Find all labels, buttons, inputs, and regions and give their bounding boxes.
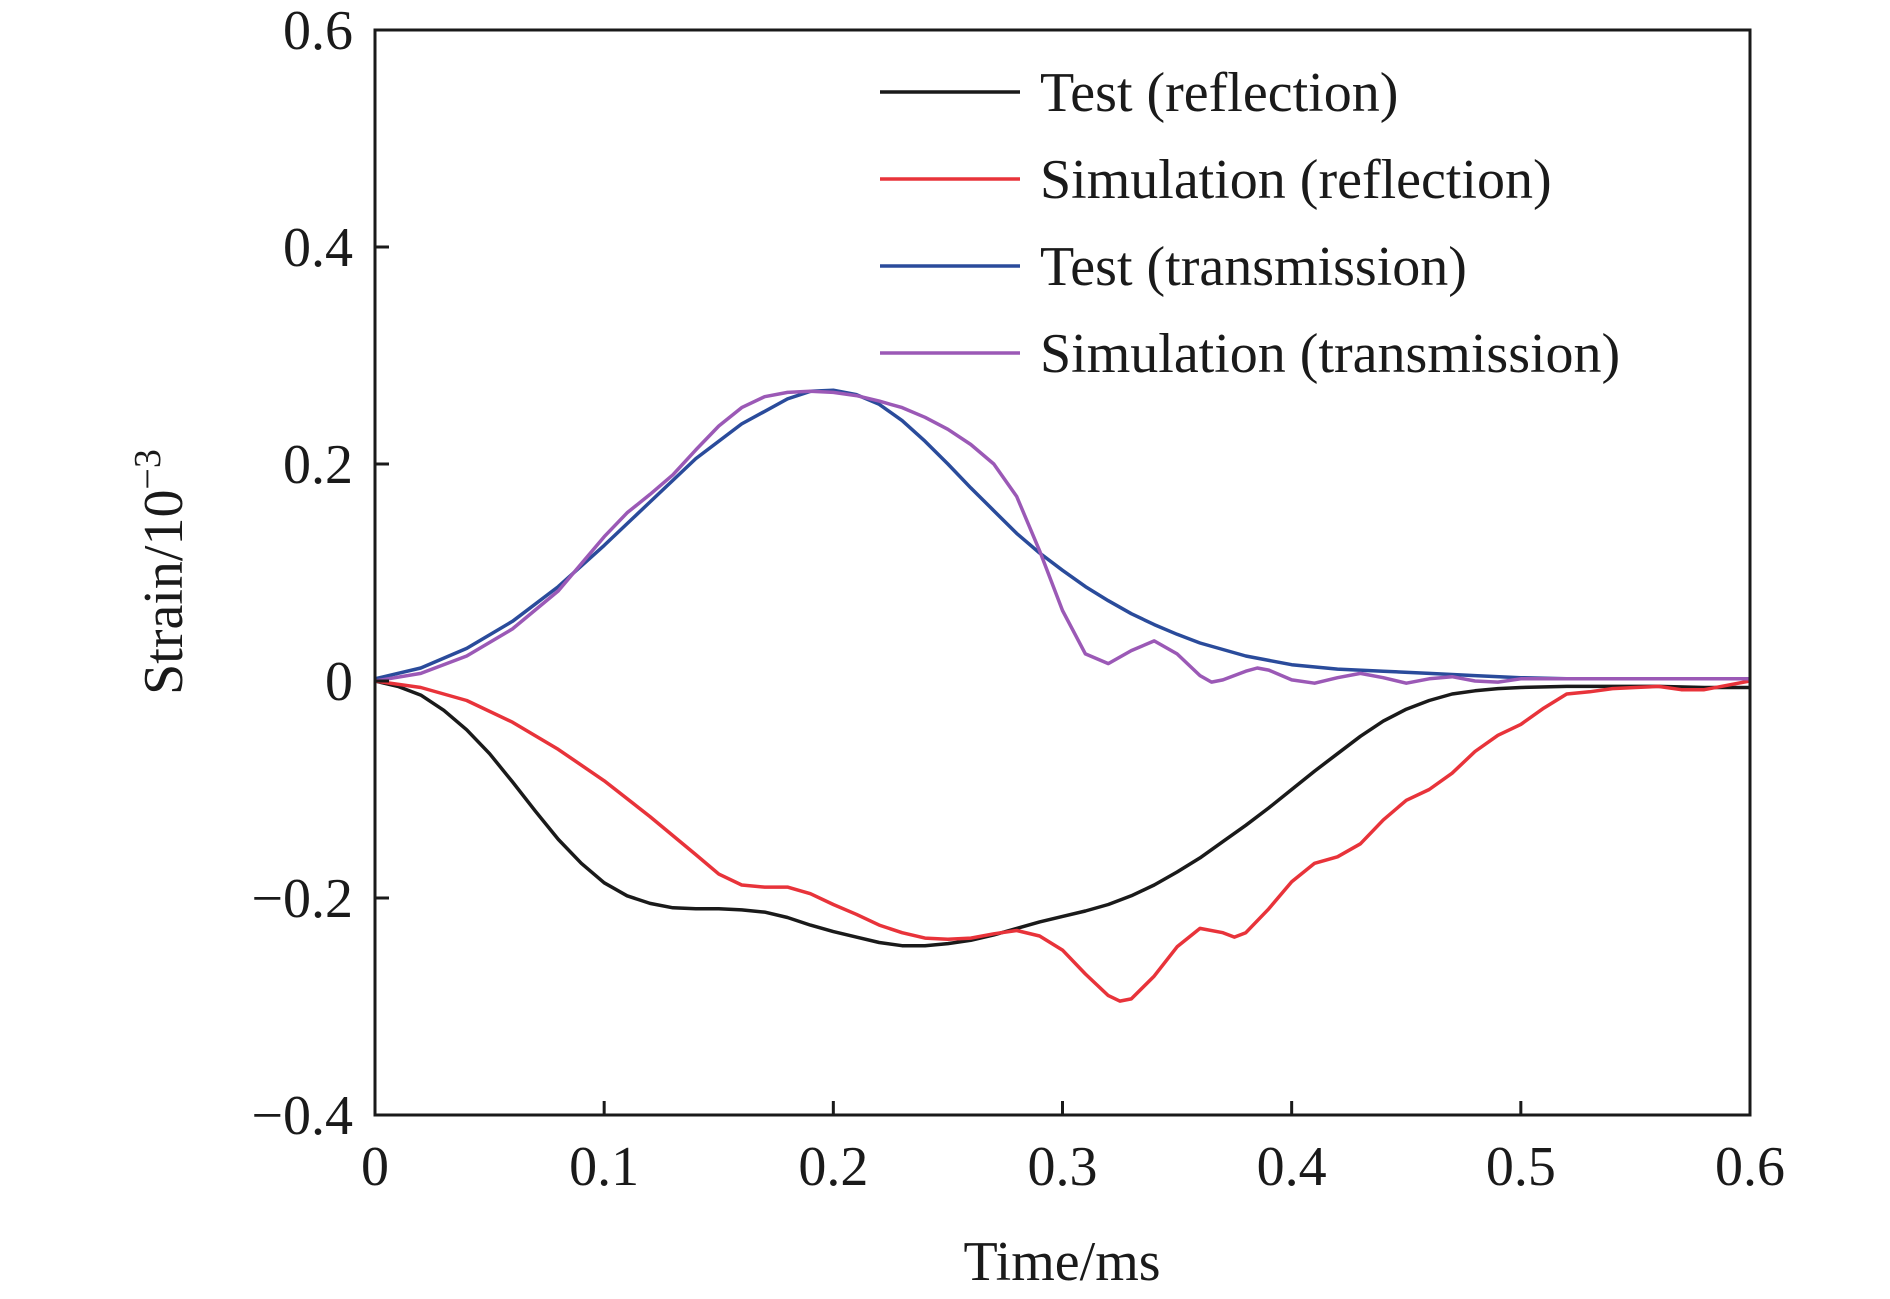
y-tick-label: 0.6	[283, 0, 353, 62]
series-line-2	[375, 679, 1750, 1003]
x-tick-label: 0.3	[1028, 1136, 1098, 1198]
y-axis-title-exponent: −3	[127, 449, 169, 489]
legend: Test (reflection) Simulation (reflection)…	[880, 62, 1620, 385]
y-axis-title: Strain/10−3	[127, 449, 195, 695]
legend-label-3: Test (transmission)	[1040, 236, 1467, 298]
y-tick-label: −0.2	[251, 868, 353, 930]
y-tick-label: −0.4	[251, 1085, 353, 1147]
x-tick-label: 0.5	[1486, 1136, 1556, 1198]
legend-label-2: Simulation (reflection)	[1040, 149, 1552, 211]
x-axis-title: Time/ms	[963, 1231, 1160, 1293]
series-line-4	[375, 389, 1750, 685]
x-tick-label: 0.1	[569, 1136, 639, 1198]
ticks-layer: 0 0.1 0.2 0.3 0.4 0.5 0.6 −0.4 −0.2 0 0.2 0.4 0.6	[251, 0, 1785, 1198]
x-tick-label: 0	[361, 1136, 389, 1198]
x-tick-label: 0.2	[798, 1136, 868, 1198]
y-axis-title-base: Strain/10	[133, 490, 195, 695]
legend-label-1: Test (reflection)	[1040, 62, 1398, 124]
y-tick-label: 0	[325, 651, 353, 713]
y-tick-label: 0.2	[283, 434, 353, 496]
legend-label-4: Simulation (transmission)	[1040, 323, 1620, 385]
series-line-1	[375, 679, 1750, 948]
series-line-3	[375, 388, 1750, 681]
y-tick-label: 0.4	[283, 217, 353, 279]
x-tick-label: 0.6	[1715, 1136, 1785, 1198]
series-layer	[375, 388, 1750, 1003]
x-tick-label: 0.4	[1257, 1136, 1327, 1198]
